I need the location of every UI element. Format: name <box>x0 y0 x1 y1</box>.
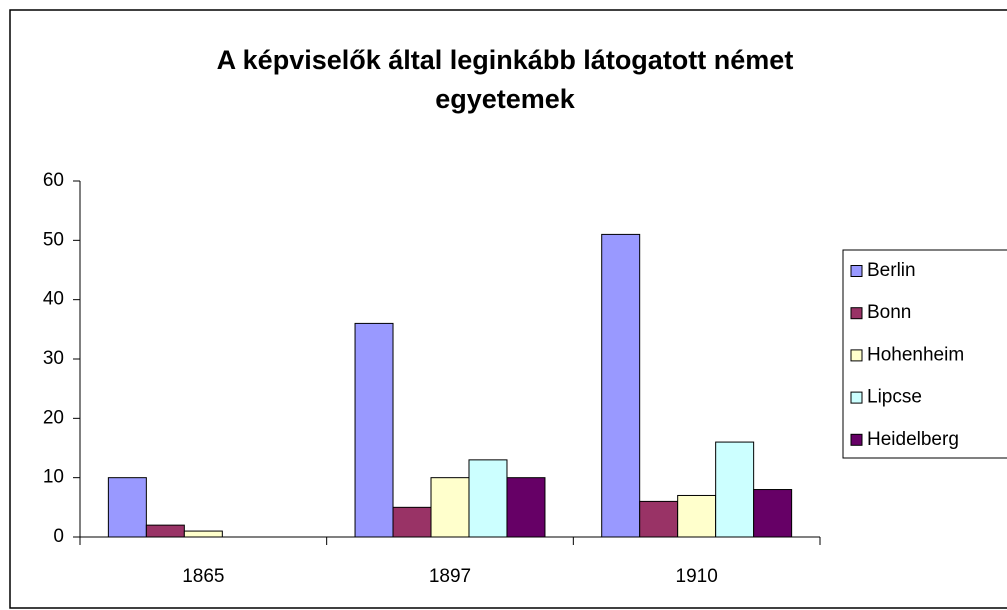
y-tick-label: 10 <box>43 467 64 488</box>
bar <box>145 524 185 538</box>
bar <box>601 233 641 538</box>
y-tick-label: 40 <box>43 289 64 310</box>
y-tick-label: 30 <box>43 348 64 369</box>
x-tick-label: 1910 <box>676 566 718 587</box>
y-tick-label: 0 <box>53 526 64 547</box>
legend-swatch <box>850 307 863 320</box>
legend-label: Lipcse <box>867 387 922 408</box>
legend-label: Hohenheim <box>867 344 964 365</box>
legend-swatch <box>850 265 863 277</box>
legend-swatch <box>850 433 863 446</box>
bar <box>715 441 755 538</box>
bar <box>107 477 147 538</box>
bar <box>677 494 717 538</box>
legend-label: Berlin <box>867 260 916 281</box>
bar <box>753 489 793 538</box>
bar <box>392 506 432 538</box>
bar <box>183 530 223 538</box>
legend <box>842 249 1007 459</box>
legend-label: Heidelberg <box>867 429 959 450</box>
legend-swatch <box>850 391 863 404</box>
x-tick-label: 1865 <box>182 566 224 587</box>
bar <box>506 477 546 538</box>
legend-swatch <box>850 349 863 362</box>
chart-title: egyetemek <box>435 84 576 114</box>
x-tick-label: 1897 <box>429 566 471 587</box>
bar <box>468 459 508 538</box>
bar <box>639 500 679 538</box>
y-tick-label: 50 <box>43 229 64 250</box>
bar <box>430 477 470 538</box>
chart-title: A képviselők által leginkább látogatott … <box>217 45 794 75</box>
y-tick-label: 20 <box>43 407 64 428</box>
y-tick-label: 60 <box>43 170 64 191</box>
bar <box>354 322 394 538</box>
legend-label: Bonn <box>867 302 911 323</box>
